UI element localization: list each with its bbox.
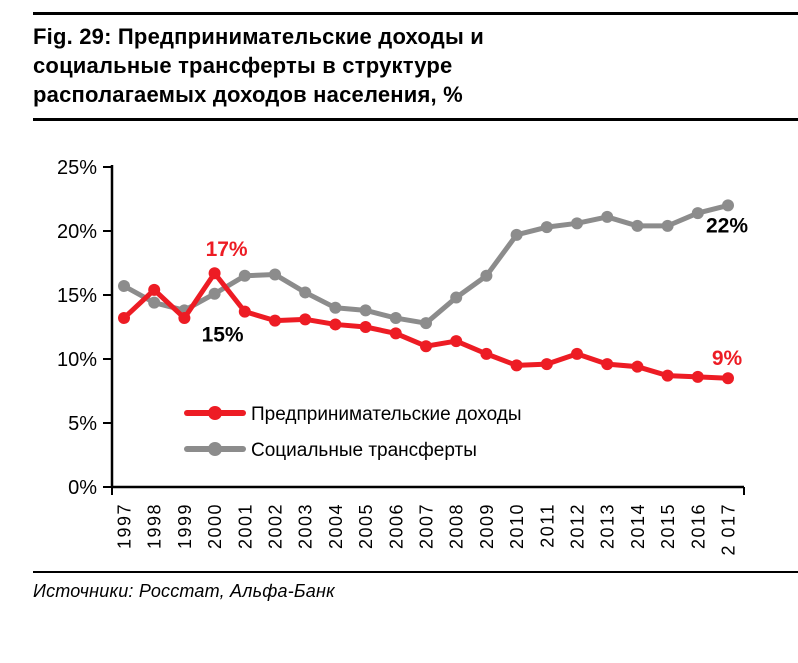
point-entrepreneurial-income — [208, 267, 221, 280]
annotation-22%: 22% — [706, 214, 748, 237]
x-axis-year-label: 2015 — [658, 503, 678, 549]
point-social-transfers — [148, 296, 161, 309]
point-social-transfers — [389, 312, 402, 325]
point-social-transfers — [450, 291, 463, 304]
y-axis-label: 15% — [57, 285, 97, 307]
y-axis-label: 0% — [68, 477, 97, 499]
annotation-17%: 17% — [206, 238, 248, 261]
point-entrepreneurial-income — [540, 358, 553, 371]
x-axis-year-label: 1999 — [175, 503, 195, 549]
legend-label-entrepreneurial-income: Предпринимательские доходы — [251, 404, 522, 425]
point-social-transfers — [299, 286, 312, 299]
x-axis-year-label: 2001 — [235, 503, 255, 549]
y-axis-label: 25% — [57, 157, 97, 179]
figure-title-line-1: Fig. 29: Предпринимательские доходы и — [33, 24, 484, 49]
point-social-transfers — [691, 207, 704, 220]
point-social-transfers — [420, 317, 432, 330]
point-social-transfers — [208, 287, 221, 300]
point-social-transfers — [510, 228, 523, 241]
title-divider — [33, 118, 798, 121]
figure-page: Fig. 29: Предпринимательские доходы и со… — [0, 12, 798, 663]
point-entrepreneurial-income — [329, 318, 342, 331]
x-axis-year-label: 2002 — [266, 503, 286, 549]
point-social-transfers — [329, 301, 342, 314]
x-axis-year-label: 1998 — [145, 503, 165, 549]
point-social-transfers — [238, 269, 251, 282]
point-social-transfers — [480, 269, 493, 282]
point-entrepreneurial-income — [571, 347, 583, 360]
x-axis-year-label: 2009 — [477, 503, 497, 549]
point-entrepreneurial-income — [661, 369, 674, 382]
point-social-transfers — [631, 219, 644, 232]
x-axis-year-label: 2 017 — [719, 503, 739, 556]
legend-label-social-transfers: Социальные трансферты — [251, 440, 477, 461]
point-social-transfers — [540, 221, 553, 234]
x-axis-year-label: 2011 — [537, 503, 557, 548]
point-entrepreneurial-income — [420, 340, 432, 353]
y-axis-label: 20% — [57, 221, 97, 243]
top-divider — [33, 12, 798, 15]
source-note: Источники: Росстат, Альфа-Банк — [33, 581, 335, 601]
x-axis-year-label: 2008 — [447, 503, 467, 549]
point-social-transfers — [661, 219, 674, 232]
x-axis-year-label: 2014 — [628, 503, 648, 549]
x-axis-year-label: 2000 — [205, 503, 225, 549]
x-axis-year-label: 2012 — [568, 503, 588, 549]
x-axis-year-label: 2007 — [417, 503, 437, 549]
chart-area: 0% 5% 10% 15% 20% 25% 1997 1998 1999 2000 2001 2002… — [0, 141, 798, 571]
x-axis-year-label: 2003 — [296, 503, 316, 549]
figure-title-line-3: располагаемых доходов населения, % — [33, 82, 463, 107]
figure-title-line-2: социальные трансферты в структуре — [33, 53, 453, 78]
point-entrepreneurial-income — [510, 359, 523, 372]
point-social-transfers — [269, 268, 281, 281]
point-social-transfers — [571, 217, 583, 230]
point-entrepreneurial-income — [631, 360, 644, 373]
point-entrepreneurial-income — [722, 372, 734, 385]
point-entrepreneurial-income — [450, 335, 463, 348]
point-social-transfers — [359, 304, 372, 317]
x-axis-year-label: 2005 — [356, 503, 376, 549]
annotation-15%: 15% — [202, 324, 244, 347]
x-axis-year-label: 2006 — [386, 503, 406, 549]
point-entrepreneurial-income — [118, 312, 130, 325]
point-social-transfers — [601, 210, 614, 223]
line-chart: 0% 5% 10% 15% 20% 25% 1997 1998 1999 2000 2001 2002… — [57, 157, 748, 556]
y-axis-label: 10% — [57, 349, 97, 371]
point-social-transfers — [722, 199, 734, 212]
point-entrepreneurial-income — [299, 313, 312, 326]
x-axis-year-label: 2016 — [688, 503, 708, 549]
y-axis-label: 5% — [68, 413, 97, 435]
x-axis-year-label: 2004 — [326, 503, 346, 549]
point-entrepreneurial-income — [480, 347, 493, 360]
footer-divider — [33, 571, 798, 573]
legend-marker-entrepreneurial-income — [208, 406, 222, 420]
point-entrepreneurial-income — [269, 314, 281, 327]
point-entrepreneurial-income — [389, 327, 402, 340]
point-entrepreneurial-income — [691, 370, 704, 383]
point-entrepreneurial-income — [178, 312, 191, 325]
point-entrepreneurial-income — [601, 358, 614, 371]
figure-title: Fig. 29: Предпринимательские доходы и со… — [33, 22, 798, 109]
point-social-transfers — [118, 280, 130, 293]
x-axis-year-label: 2010 — [507, 503, 527, 549]
legend-marker-social-transfers — [208, 442, 222, 456]
annotation-9%: 9% — [712, 347, 743, 370]
point-entrepreneurial-income — [238, 305, 251, 318]
x-axis-year-label: 1997 — [115, 503, 135, 549]
x-axis-year-label: 2013 — [598, 503, 618, 549]
point-entrepreneurial-income — [359, 321, 372, 333]
point-entrepreneurial-income — [148, 283, 161, 296]
